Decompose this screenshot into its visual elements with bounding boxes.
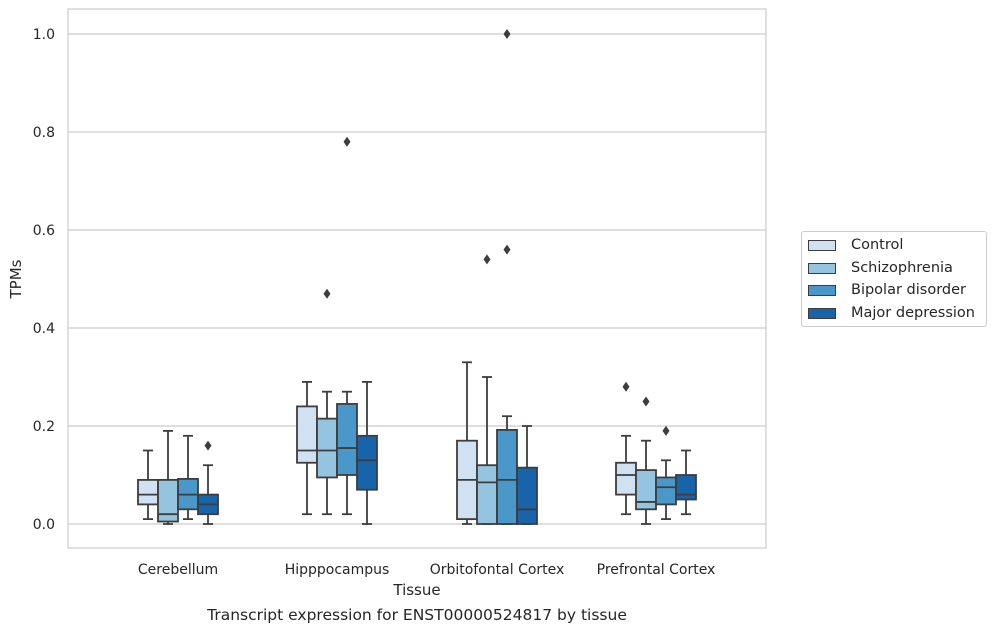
legend-label: Schizophrenia bbox=[851, 260, 953, 276]
box-control bbox=[615, 381, 637, 516]
box-control bbox=[456, 361, 478, 525]
outlier-point bbox=[662, 425, 670, 436]
plot-area bbox=[67, 8, 767, 549]
y-tick-label: 0.0 bbox=[33, 517, 55, 533]
box-bipolar-disorder bbox=[336, 136, 358, 516]
legend: Control Schizophrenia Bipolar disorder M… bbox=[801, 231, 987, 327]
outlier-point bbox=[503, 29, 511, 39]
box-schizophrenia bbox=[635, 396, 657, 525]
box-schizophrenia bbox=[157, 429, 179, 525]
box-iqr bbox=[655, 476, 677, 506]
box-control bbox=[296, 380, 318, 516]
x-tick-label: Cerebellum bbox=[138, 562, 218, 578]
legend-item-schizophrenia: Schizophrenia bbox=[808, 258, 953, 278]
x-axis-title: Tissue bbox=[392, 581, 440, 599]
y-axis-title: TPMs bbox=[7, 259, 25, 299]
legend-swatch bbox=[808, 307, 836, 319]
box-iqr bbox=[336, 403, 358, 476]
box-major-depression bbox=[197, 440, 219, 525]
box-iqr bbox=[157, 478, 179, 523]
y-tick-label: 0.4 bbox=[33, 321, 55, 337]
legend-swatch bbox=[808, 262, 836, 274]
y-tick-label: 0.8 bbox=[33, 125, 55, 141]
box-iqr bbox=[496, 429, 518, 525]
x-tick-labels: Cerebellum Hipppocampus Orbitofontal Corte… bbox=[138, 562, 715, 578]
legend-item-major-depression: Major depression bbox=[808, 303, 975, 323]
outlier-point bbox=[343, 136, 351, 147]
gridlines bbox=[68, 33, 766, 525]
box-iqr bbox=[675, 474, 697, 501]
box-bipolar-disorder bbox=[177, 434, 199, 520]
box-schizophrenia bbox=[476, 254, 498, 525]
box-iqr bbox=[356, 434, 378, 491]
box-iqr bbox=[316, 417, 338, 479]
y-tick-label: 1.0 bbox=[33, 27, 55, 43]
box-bipolar-disorder bbox=[655, 425, 677, 520]
outlier-point bbox=[483, 254, 491, 265]
legend-item-control: Control bbox=[808, 235, 903, 255]
box-major-depression bbox=[356, 380, 378, 525]
legend-label: Bipolar disorder bbox=[851, 282, 966, 298]
box-major-depression bbox=[516, 425, 538, 525]
box-iqr bbox=[296, 405, 318, 464]
box-iqr bbox=[615, 461, 637, 496]
boxes bbox=[137, 29, 697, 525]
outlier-point bbox=[503, 244, 511, 255]
legend-item-bipolar-disorder: Bipolar disorder bbox=[808, 280, 966, 300]
y-tick-labels: 0.0 0.2 0.4 0.6 0.8 1.0 bbox=[33, 27, 55, 533]
legend-label: Major depression bbox=[851, 305, 975, 321]
box-bipolar-disorder bbox=[496, 29, 518, 525]
box-iqr bbox=[137, 478, 159, 506]
outlier-point bbox=[622, 381, 630, 392]
legend-label: Control bbox=[851, 237, 904, 253]
outlier-point bbox=[642, 396, 650, 407]
outlier-point bbox=[323, 288, 331, 299]
box-iqr bbox=[516, 466, 538, 525]
x-tick-label: Orbitofontal Cortex bbox=[430, 562, 565, 578]
box-control bbox=[137, 449, 159, 520]
box-iqr bbox=[476, 464, 498, 525]
outlier-point bbox=[204, 440, 212, 451]
y-tick-label: 0.2 bbox=[33, 419, 55, 435]
chart-caption: Transcript expression for ENST0000052481… bbox=[207, 606, 627, 624]
box-schizophrenia bbox=[316, 288, 338, 516]
y-tick-label: 0.6 bbox=[33, 223, 55, 239]
x-tick-label: Hipppocampus bbox=[285, 562, 390, 578]
box-iqr bbox=[635, 469, 657, 511]
legend-swatch bbox=[808, 284, 836, 296]
x-tick-label: Prefrontal Cortex bbox=[597, 562, 716, 578]
box-major-depression bbox=[675, 449, 697, 516]
legend-swatch bbox=[808, 239, 836, 251]
